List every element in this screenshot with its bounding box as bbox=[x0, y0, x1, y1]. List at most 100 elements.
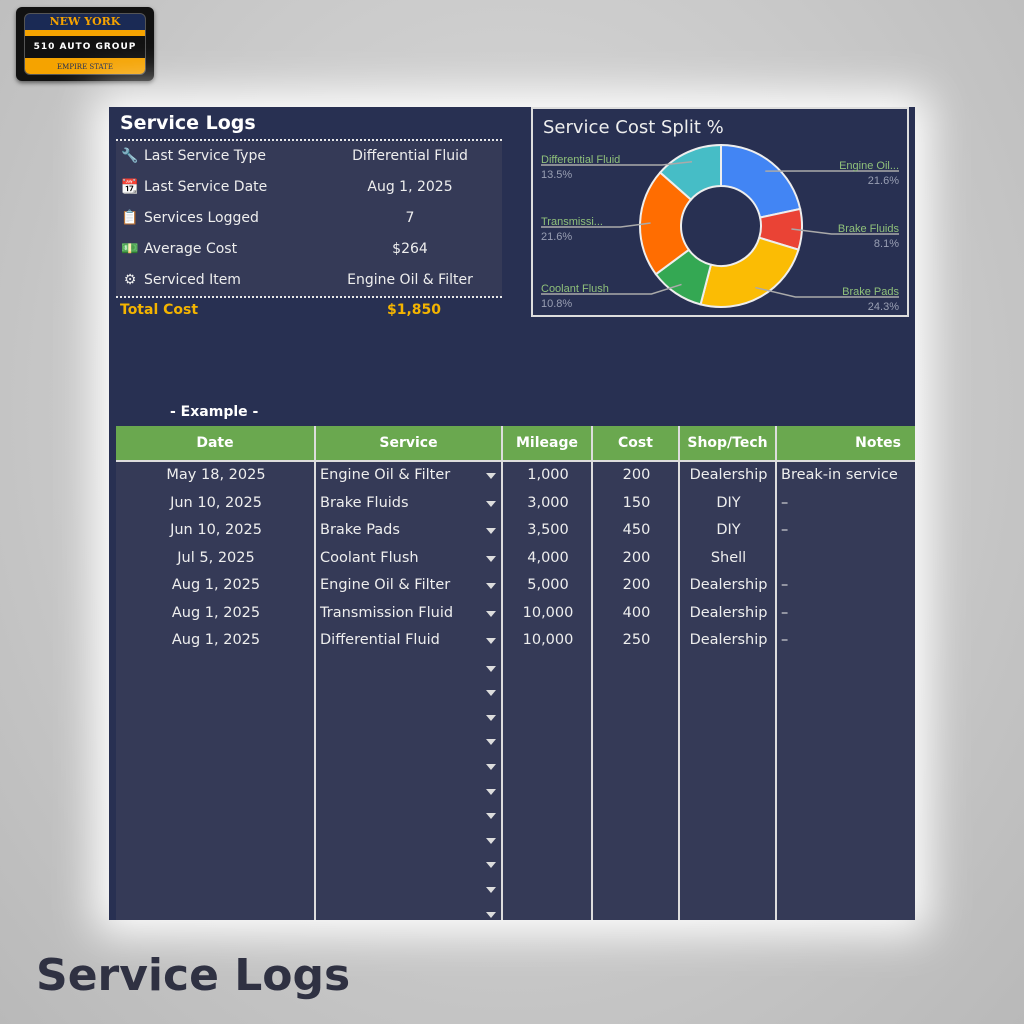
summary-row: 📋 Services Logged 7 bbox=[116, 203, 502, 234]
column bbox=[777, 460, 915, 920]
table-cell[interactable]: Aug 1, 2025 bbox=[171, 577, 261, 593]
slice-category-label: Transmissi... bbox=[541, 216, 603, 228]
table-cell[interactable]: Differential Fluid bbox=[320, 632, 440, 648]
table-cell[interactable]: – bbox=[781, 632, 789, 648]
summary-value: Aug 1, 2025 bbox=[367, 179, 453, 195]
service-dropdown-arrow-icon[interactable] bbox=[486, 886, 496, 893]
slice-percent-label: 8.1% bbox=[874, 238, 899, 250]
service-dropdown-arrow-icon[interactable] bbox=[486, 763, 496, 770]
table-cell[interactable]: Dealership bbox=[689, 467, 768, 483]
logo-line2: 510 AUTO GROUP bbox=[25, 36, 145, 58]
column-header-service[interactable]: Service bbox=[316, 426, 503, 460]
table-cell[interactable]: – bbox=[781, 577, 789, 593]
table-cell[interactable]: Shell bbox=[710, 549, 747, 566]
calendar-icon: 📆 bbox=[121, 179, 139, 195]
summary-label: Average Cost bbox=[144, 241, 238, 257]
slice-percent-label: 21.6% bbox=[541, 231, 572, 243]
service-dropdown-arrow-icon[interactable] bbox=[486, 500, 496, 507]
service-dropdown-arrow-icon[interactable] bbox=[486, 583, 496, 589]
service-dropdown-arrow-icon[interactable] bbox=[486, 714, 496, 721]
table-cell[interactable]: Transmission Fluid bbox=[320, 604, 454, 621]
donut-slice[interactable] bbox=[720, 143, 802, 219]
table-cell[interactable]: Dealership bbox=[689, 632, 768, 648]
service-dropdown-arrow-icon[interactable] bbox=[486, 638, 496, 644]
leader-line bbox=[755, 286, 899, 298]
table-cell[interactable]: Engine Oil & Filter bbox=[320, 577, 451, 593]
table-cell[interactable]: Jun 10, 2025 bbox=[170, 522, 262, 538]
table-cell[interactable]: 10,000 bbox=[522, 632, 574, 648]
leader-line bbox=[791, 228, 899, 235]
table-cell[interactable]: Dealership bbox=[689, 604, 768, 621]
table-cell[interactable]: – bbox=[781, 604, 789, 621]
service-dropdown-arrow-icon[interactable] bbox=[486, 610, 496, 617]
column bbox=[680, 460, 777, 920]
table-cell[interactable]: Break-in service bbox=[781, 467, 898, 483]
slice-percent-label: 10.8% bbox=[541, 298, 572, 310]
table-cell[interactable]: – bbox=[781, 494, 789, 511]
page-title: Service Logs bbox=[120, 112, 256, 134]
table-cell[interactable]: 450 bbox=[622, 522, 651, 538]
table-cell[interactable] bbox=[781, 545, 913, 572]
summary-card: 🔧 Last Service Type Differential Fluid 📆 Las… bbox=[116, 141, 502, 297]
table-cell[interactable]: Engine Oil & Filter bbox=[320, 467, 451, 483]
column-header-cost[interactable]: Cost bbox=[593, 426, 680, 460]
service-dropdown-arrow-icon[interactable] bbox=[486, 473, 496, 479]
service-log-table: Date Service Mileage Cost Shop/Tech Notes May … bbox=[116, 426, 915, 920]
slice-category-label: Differential Fluid bbox=[541, 154, 620, 166]
table-cell[interactable]: 200 bbox=[622, 577, 651, 593]
slice-percent-label: 24.3% bbox=[868, 301, 899, 313]
example-label: - Example - bbox=[170, 404, 259, 420]
column-header-date[interactable]: Date bbox=[116, 426, 316, 460]
table-cell[interactable]: 5,000 bbox=[527, 577, 569, 593]
service-dropdown-arrow-icon[interactable] bbox=[486, 665, 496, 672]
summary-label: Serviced Item bbox=[144, 272, 241, 288]
service-dropdown-arrow-icon[interactable] bbox=[486, 555, 496, 562]
table-cell[interactable]: DIY bbox=[716, 522, 741, 538]
chart-title: Service Cost Split % bbox=[543, 117, 724, 138]
service-dropdown-arrow-icon[interactable] bbox=[486, 862, 496, 869]
table-cell[interactable]: Jul 5, 2025 bbox=[177, 549, 255, 566]
tire-icon: ⚙ bbox=[123, 272, 137, 288]
table-cell[interactable]: – bbox=[781, 522, 789, 538]
table-cell[interactable]: 150 bbox=[622, 494, 651, 511]
table-cell[interactable]: May 18, 2025 bbox=[166, 467, 266, 483]
table-cell[interactable]: 1,000 bbox=[527, 467, 569, 483]
service-dropdown-arrow-icon[interactable] bbox=[486, 813, 496, 820]
service-dropdown-arrow-icon[interactable] bbox=[486, 739, 496, 746]
table-cell[interactable]: Brake Pads bbox=[320, 522, 400, 538]
column-header-shoptech[interactable]: Shop/Tech bbox=[680, 426, 777, 460]
table-cell[interactable]: 3,500 bbox=[527, 522, 569, 538]
table-cell[interactable]: 200 bbox=[622, 549, 651, 566]
summary-label: Services Logged bbox=[144, 210, 259, 226]
wrench-icon: 🔧 bbox=[121, 148, 139, 164]
summary-row: 🔧 Last Service Type Differential Fluid bbox=[116, 141, 502, 172]
table-cell[interactable]: 4,000 bbox=[527, 549, 569, 566]
slice-category-label: Engine Oil... bbox=[839, 160, 899, 172]
table-cell[interactable]: 250 bbox=[622, 632, 651, 648]
table-cell[interactable]: Dealership bbox=[689, 577, 768, 593]
table-cell[interactable]: 200 bbox=[622, 467, 651, 483]
column bbox=[593, 460, 680, 920]
total-cost-row: Total Cost $1,850 bbox=[120, 302, 500, 318]
service-dropdown-arrow-icon[interactable] bbox=[486, 837, 496, 844]
summary-row: 💵 Average Cost $264 bbox=[116, 234, 502, 265]
column-header-notes[interactable]: Notes bbox=[777, 426, 915, 460]
table-cell[interactable]: DIY bbox=[716, 494, 741, 511]
table-cell[interactable]: 10,000 bbox=[522, 604, 574, 621]
service-dropdown-arrow-icon[interactable] bbox=[486, 690, 496, 697]
service-dropdown-arrow-icon[interactable] bbox=[486, 528, 496, 534]
donut-slice[interactable] bbox=[658, 143, 722, 201]
table-cell[interactable]: Brake Fluids bbox=[320, 494, 409, 511]
service-dropdown-arrow-icon[interactable] bbox=[486, 911, 496, 918]
table-cell[interactable]: Aug 1, 2025 bbox=[171, 632, 261, 648]
table-cell[interactable]: 3,000 bbox=[527, 494, 569, 511]
service-dropdown-arrow-icon[interactable] bbox=[486, 788, 496, 795]
divider bbox=[116, 296, 502, 298]
table-cell[interactable]: Jun 10, 2025 bbox=[170, 494, 262, 511]
table-cell[interactable]: Coolant Flush bbox=[320, 549, 419, 566]
donut-slice[interactable] bbox=[699, 236, 800, 308]
column-header-mileage[interactable]: Mileage bbox=[503, 426, 593, 460]
table-cell[interactable]: 400 bbox=[622, 604, 651, 621]
slice-percent-label: 21.6% bbox=[868, 175, 899, 187]
table-cell[interactable]: Aug 1, 2025 bbox=[171, 604, 261, 621]
